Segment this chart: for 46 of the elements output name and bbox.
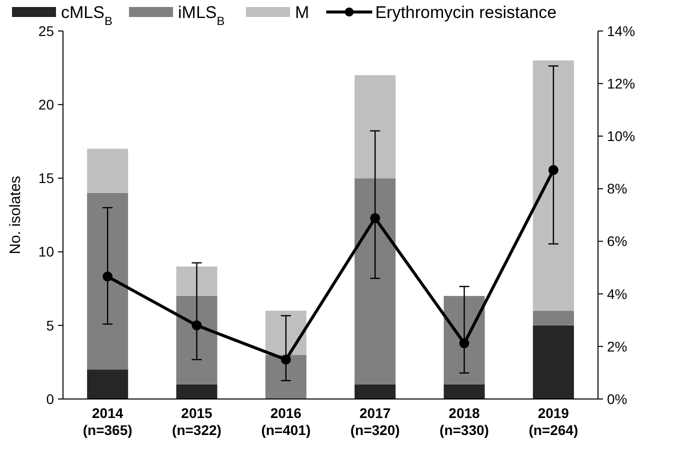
- point: [548, 165, 558, 176]
- bar: [354, 178, 396, 384]
- legend-label: cMLS$_{B}$: [61, 3, 112, 28]
- y2-tick-label: 8%: [607, 180, 628, 197]
- y2-tick-label: 0%: [607, 390, 628, 407]
- bar: [354, 384, 396, 399]
- point: [280, 354, 291, 365]
- y2-tick-label: 2%: [607, 338, 628, 354]
- bar: [532, 310, 574, 326]
- x-tick-label: 2015 (n=322): [172, 405, 222, 438]
- bar: [87, 192, 128, 370]
- bar: [87, 148, 128, 193]
- y-tick-label: 0: [46, 390, 54, 407]
- bar: [532, 60, 574, 311]
- y2-tick-label: 6%: [607, 233, 628, 250]
- legend-label: Erythromycin resistance: [375, 3, 557, 22]
- x-tick-label: 2019 (n=264): [528, 405, 578, 438]
- y2-tick-label: 10%: [607, 128, 636, 144]
- bar: [354, 75, 396, 178]
- bar: [176, 384, 218, 399]
- point: [102, 272, 113, 282]
- y2-tick-label: 14%: [607, 22, 636, 39]
- point: [459, 338, 470, 348]
- point: [192, 320, 202, 330]
- bar: [87, 370, 128, 399]
- bar: [532, 325, 574, 399]
- point: [370, 213, 380, 224]
- x-tick-label: 2017 (n=320): [350, 405, 400, 438]
- y-tick-label: 10: [38, 244, 54, 260]
- y-tick-label: 5: [46, 317, 54, 334]
- bar: [444, 384, 485, 399]
- bar: [176, 266, 218, 296]
- y-tick-label: 25: [38, 22, 54, 39]
- bar: [176, 296, 218, 384]
- x-tick-label: 2014 (n=365): [82, 405, 132, 438]
- bar: [265, 354, 306, 399]
- y2-tick-label: 4%: [607, 286, 628, 302]
- y-tick-label: 15: [38, 170, 54, 186]
- legend-label: iMLS$_{B}$: [178, 3, 225, 28]
- y-tick-label: 20: [38, 96, 54, 112]
- x-tick-label: 2018 (n=330): [440, 405, 489, 438]
- legend-label: M: [295, 3, 310, 22]
- y-axis-title: No. isolates: [7, 176, 24, 254]
- x-tick-label: 2016 (n=401): [261, 405, 311, 438]
- bar: [265, 310, 306, 355]
- y2-tick-label: 12%: [607, 75, 636, 92]
